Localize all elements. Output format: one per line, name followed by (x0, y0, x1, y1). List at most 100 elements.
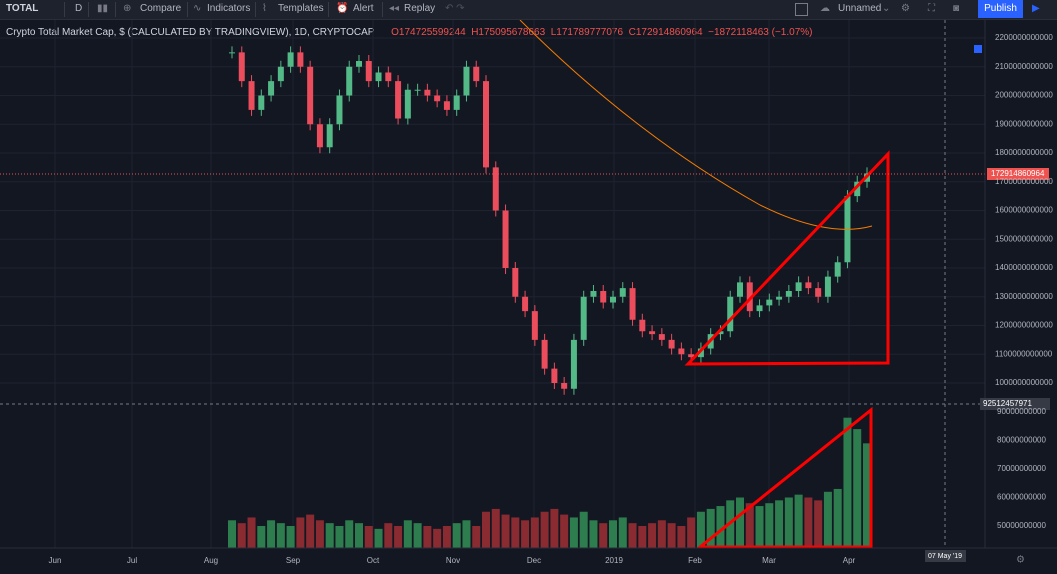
legend-high: H175095678663 (471, 27, 546, 38)
candle-body (756, 305, 763, 312)
checkbox[interactable] (795, 3, 808, 16)
price-tick-label: 1400000000000 (995, 263, 1053, 272)
candle-body (737, 282, 743, 297)
candle-body (385, 72, 392, 82)
volume-bar (286, 526, 295, 548)
fullscreen-icon[interactable]: ⛶ (928, 3, 935, 14)
volume-bar (755, 506, 764, 548)
scale-button[interactable] (974, 45, 982, 53)
candle-body (600, 291, 607, 303)
legend-open: O174725599244 (391, 27, 466, 38)
candle-body (307, 66, 314, 125)
candle-body (766, 299, 773, 306)
last-price-label: 172914860964 (991, 169, 1045, 178)
volume-bar (589, 520, 598, 548)
volume-bar (237, 523, 246, 548)
publish-button[interactable]: Publish (978, 0, 1023, 18)
candle-body (668, 339, 675, 349)
play-icon[interactable]: ▶ (1032, 3, 1040, 14)
volume-bar (775, 500, 784, 548)
candle-body (717, 331, 724, 335)
volume-bar (814, 500, 823, 548)
plus-icon: ⊕ (123, 3, 132, 14)
candle-body (697, 348, 704, 358)
volume-pane (228, 417, 871, 548)
candle-icon[interactable]: ▮▮ (97, 3, 109, 14)
volume-bar (569, 517, 578, 548)
volume-bar (306, 514, 315, 548)
triangle-drawing[interactable] (684, 150, 890, 366)
volume-bar (804, 497, 813, 548)
time-label: Nov (446, 556, 460, 565)
volume-bar (648, 523, 657, 548)
price-tick-label: 1200000000000 (995, 321, 1053, 330)
candle-body (678, 348, 685, 355)
candle-body (316, 124, 323, 148)
price-tick-label: 1000000000000 (995, 378, 1053, 387)
candle-body (365, 61, 372, 82)
time-label: Apr (843, 556, 856, 565)
volume-bar (296, 517, 305, 548)
volume-bar (472, 526, 481, 548)
templates[interactable]: Templates (278, 3, 324, 14)
undo-redo[interactable]: ↶ ↷ (445, 3, 465, 14)
candle-body (619, 288, 626, 297)
volume-bar (501, 514, 510, 548)
time-label: Mar (762, 556, 776, 565)
symbol[interactable]: TOTAL (6, 3, 39, 14)
replay[interactable]: Replay (404, 3, 436, 14)
candle-body (258, 95, 265, 110)
compare[interactable]: Compare (140, 3, 182, 14)
alert[interactable]: Alert (353, 3, 374, 14)
candle-body (854, 181, 861, 197)
volume-bar (745, 503, 754, 548)
candle-body (346, 66, 353, 96)
volume-bar (374, 528, 383, 548)
volume-bar (257, 526, 266, 548)
layout-name[interactable]: Unnamed (838, 3, 882, 14)
candle-body (395, 81, 402, 119)
price-tick-label: 2000000000000 (995, 91, 1053, 100)
candle-body (815, 288, 822, 297)
volume-bar (833, 488, 842, 548)
legend-close: C172914860964 (628, 27, 703, 38)
volume-bar (423, 526, 432, 548)
time-label: Feb (688, 556, 702, 565)
candle-body (658, 334, 665, 340)
replay-icon: ◂◂ (389, 3, 400, 14)
candle-body (541, 339, 548, 369)
candle-body (727, 296, 734, 332)
volume-bar (784, 497, 793, 548)
volume-bar (394, 526, 403, 548)
time-label: Aug (204, 556, 218, 565)
candle-body (277, 66, 284, 82)
legend-title: Crypto Total Market Cap, $ (CALCULATED B… (6, 27, 375, 38)
volume-bar (696, 511, 705, 548)
volume-bar (638, 526, 647, 548)
volume-bar (823, 491, 832, 548)
volume-bar (403, 520, 412, 548)
volume-bar (677, 526, 686, 548)
candle-body (434, 95, 441, 102)
candle-body (531, 311, 538, 340)
dropdown-icon[interactable]: ⌄ (882, 3, 891, 14)
candle-body (522, 296, 529, 312)
volume-bar (433, 528, 442, 548)
crosshair-price-label: 92512457971 (983, 399, 1032, 408)
settings-icon[interactable]: ⚙ (901, 3, 910, 14)
candle-body (688, 354, 695, 358)
indicators[interactable]: Indicators (207, 3, 251, 14)
interval[interactable]: D (75, 3, 83, 14)
price-tick-label: 1600000000000 (995, 206, 1053, 215)
candle-body (375, 72, 382, 82)
snapshot-icon[interactable]: ◙ (953, 3, 960, 14)
candle-body (297, 52, 304, 67)
triangle-drawing[interactable] (695, 406, 873, 549)
price-pane (229, 46, 870, 395)
volume-bar (599, 523, 608, 548)
settings-icon[interactable]: ⚙ (1016, 555, 1025, 566)
time-label: Jul (127, 556, 137, 565)
time-label: 2019 (605, 556, 623, 565)
legend-change: −1872118463 (−1.07%) (708, 27, 813, 38)
